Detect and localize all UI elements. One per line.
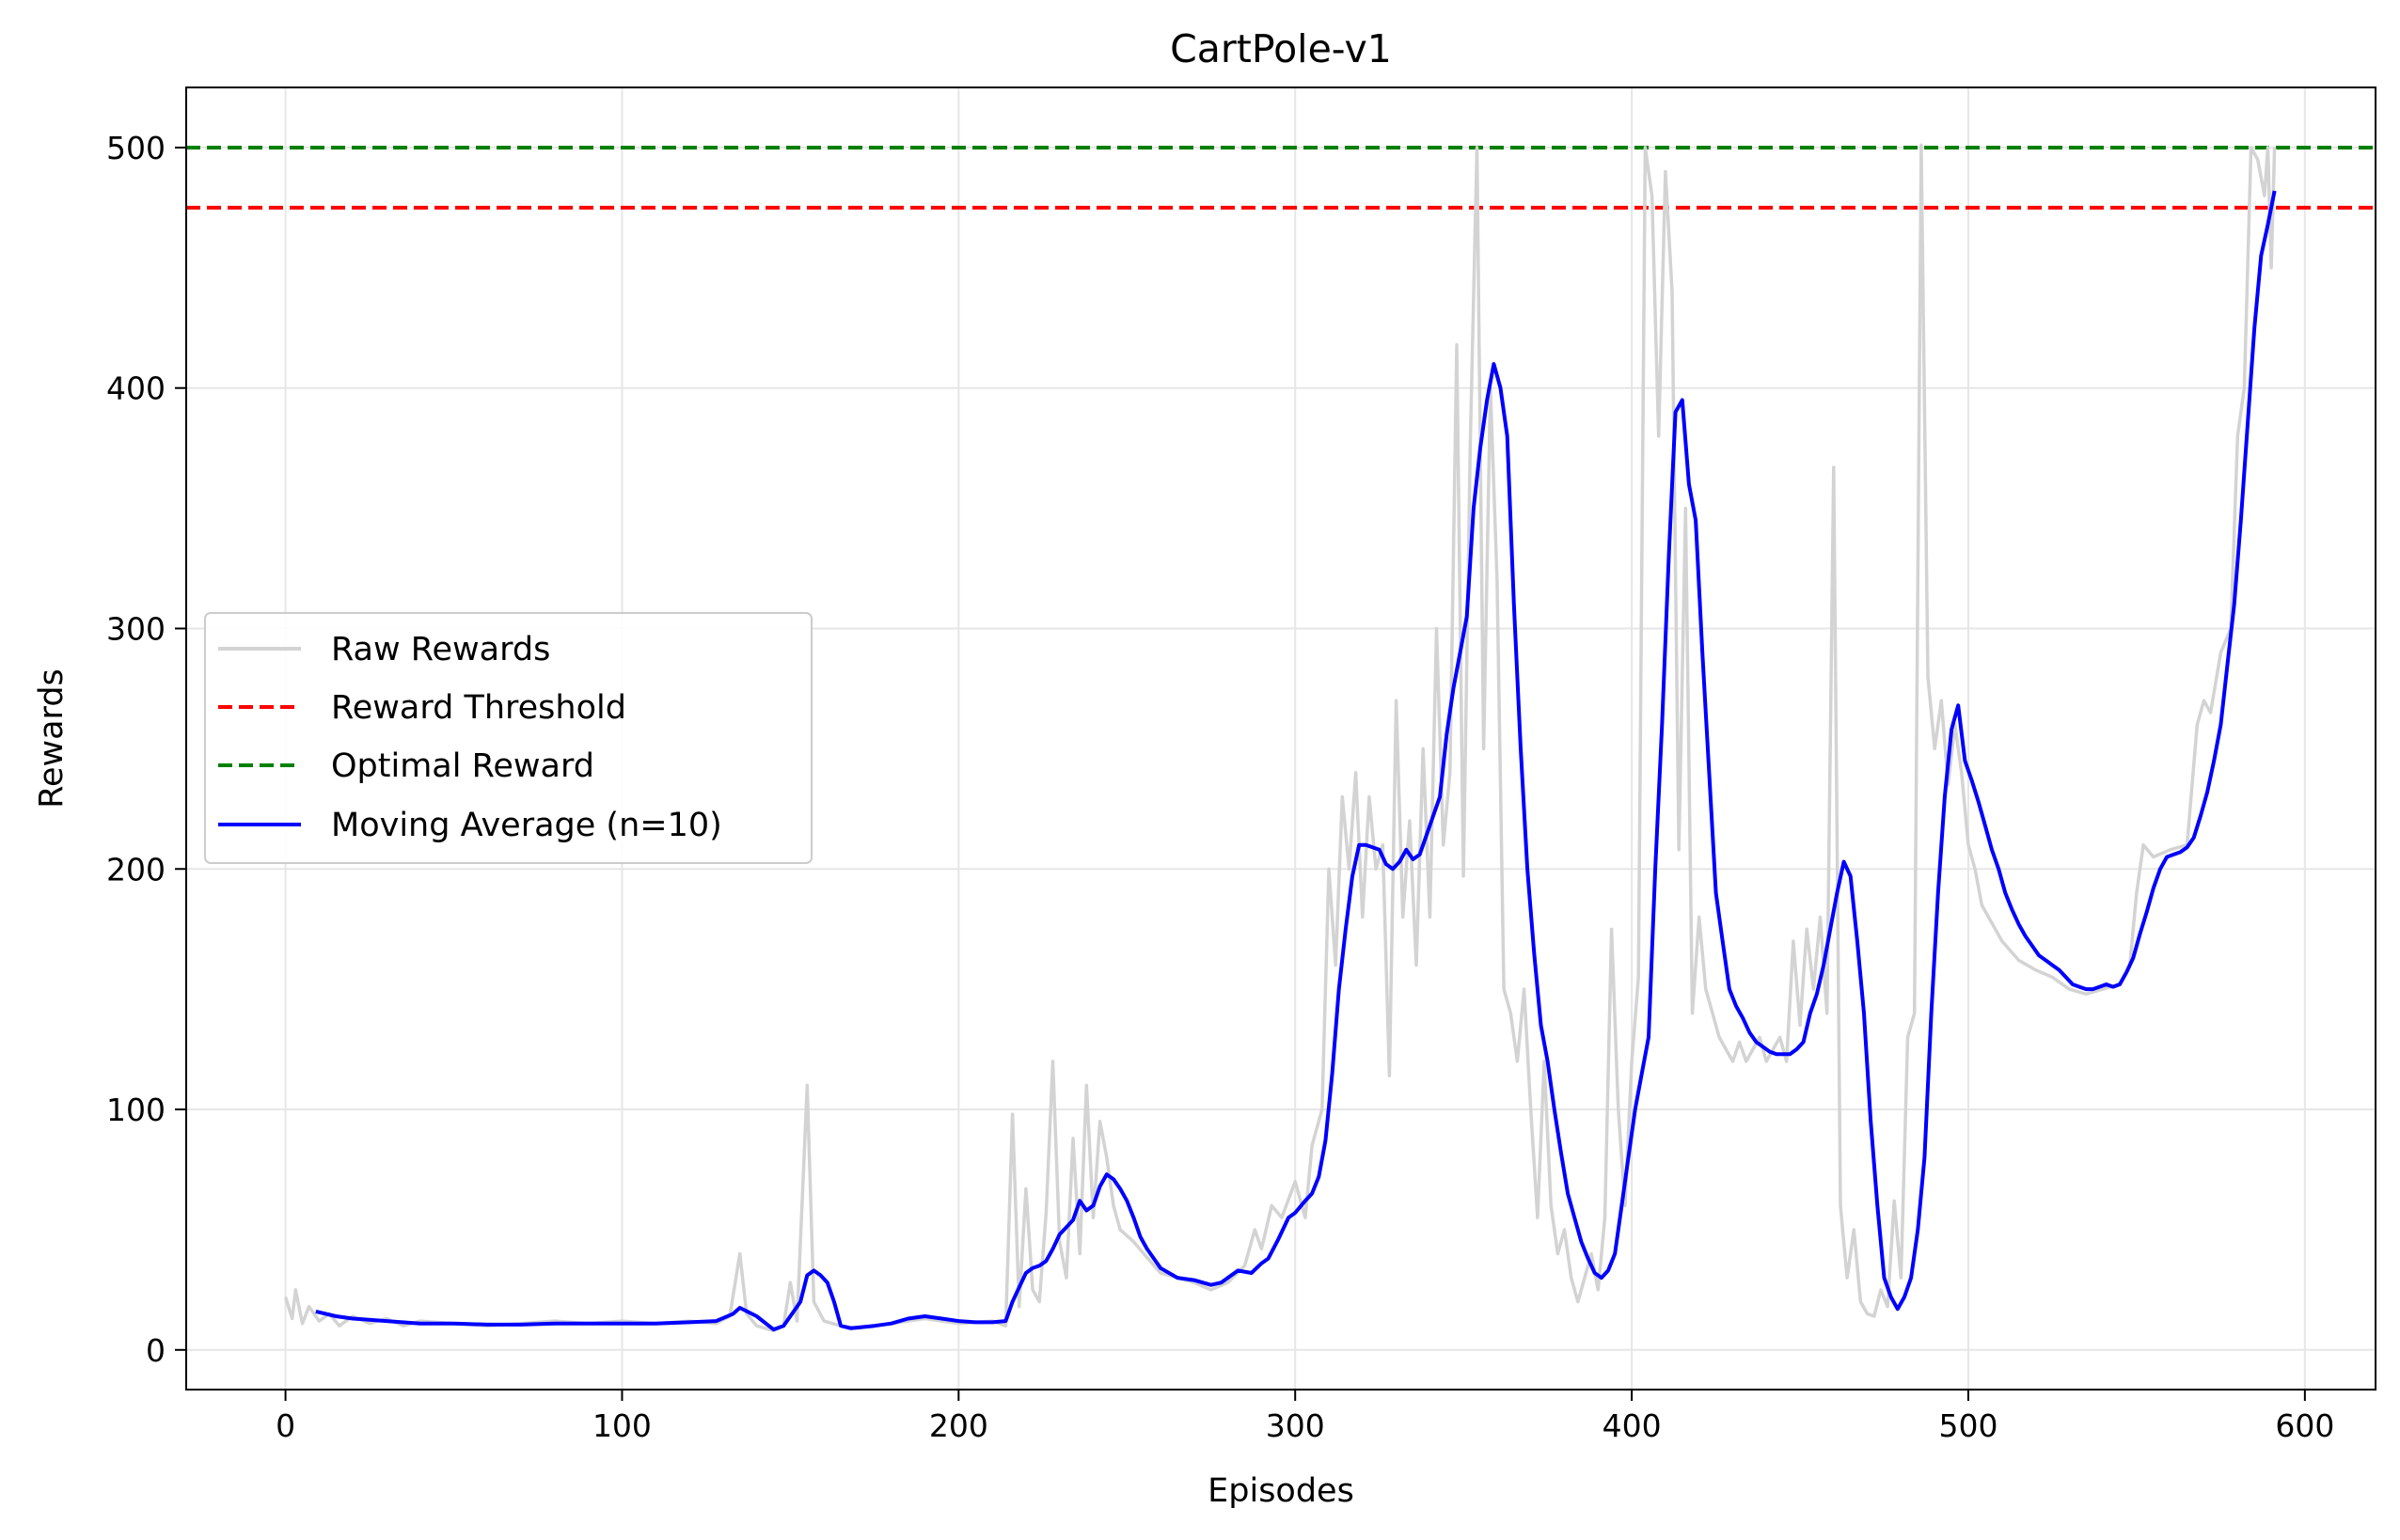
- y-tick-label: 200: [106, 851, 166, 888]
- reference-lines: [186, 145, 2376, 210]
- y-tick-label: 400: [106, 370, 166, 407]
- x-axis-label: Episodes: [1208, 1472, 1354, 1510]
- legend-label-raw-rewards: Raw Rewards: [331, 631, 550, 668]
- y-tick-label: 500: [106, 130, 166, 166]
- y-axis-ticks: 0 100 200 300 400 500: [106, 130, 186, 1369]
- series-layer: [283, 143, 2277, 1333]
- legend-label-reward-threshold: Reward Threshold: [331, 689, 626, 727]
- x-tick-label: 500: [1938, 1407, 1997, 1444]
- legend: Raw Rewards Reward Threshold Optimal Rew…: [204, 612, 813, 864]
- x-tick-label: 0: [276, 1407, 295, 1444]
- chart-title: CartPole-v1: [1170, 26, 1392, 71]
- legend-label-moving-average: Moving Average (n=10): [331, 807, 722, 844]
- x-tick-label: 600: [2275, 1407, 2334, 1444]
- series-line-moving-average: [315, 190, 2277, 1332]
- legend-label-optimal-reward: Optimal Reward: [331, 747, 594, 785]
- x-tick-label: 400: [1603, 1407, 1662, 1444]
- y-tick-label: 300: [106, 610, 166, 647]
- x-tick-label: 200: [929, 1407, 988, 1444]
- x-tick-label: 300: [1266, 1407, 1325, 1444]
- y-axis-label: Rewards: [33, 668, 71, 809]
- legend-box: [204, 612, 813, 864]
- y-tick-label: 0: [146, 1332, 166, 1369]
- x-axis-ticks: 0 100 200 300 400 500 600: [276, 1390, 2334, 1444]
- y-tick-label: 100: [106, 1092, 166, 1128]
- x-tick-label: 100: [592, 1407, 652, 1444]
- plot-frame: [185, 86, 2376, 1391]
